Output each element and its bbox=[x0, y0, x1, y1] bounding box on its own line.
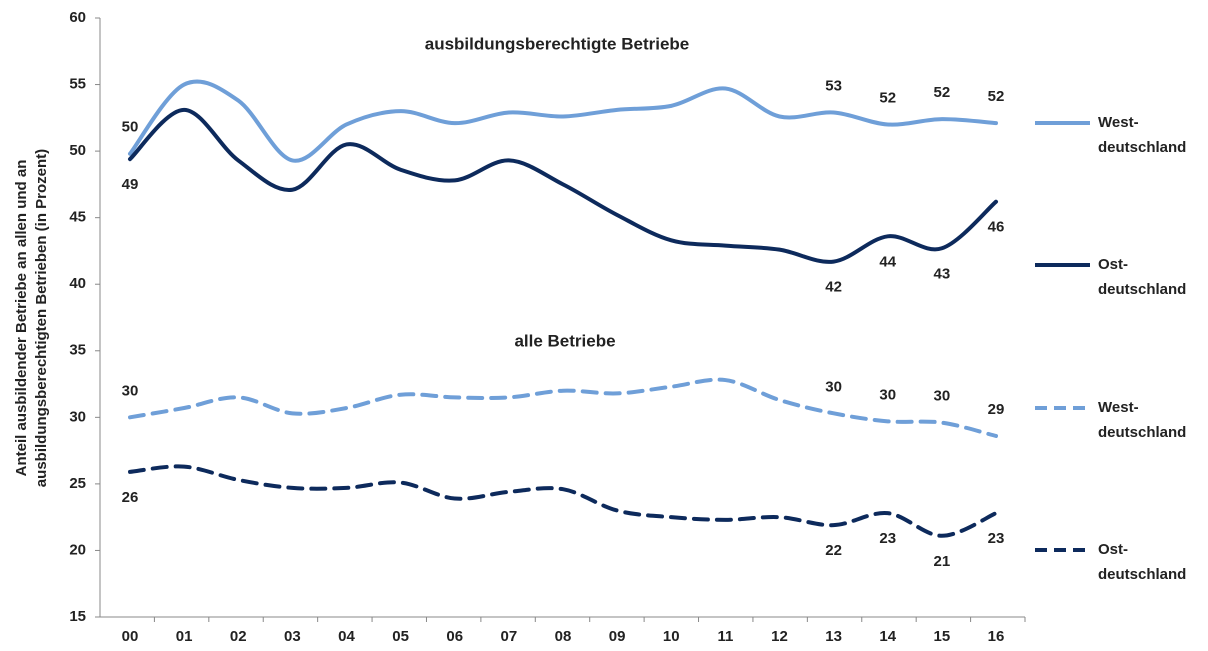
data-label: 50 bbox=[122, 119, 139, 136]
data-label: 30 bbox=[879, 386, 896, 403]
y-tick-label: 30 bbox=[69, 408, 86, 425]
y-tick-label: 55 bbox=[69, 76, 86, 93]
data-label: 52 bbox=[988, 88, 1005, 105]
data-label: 42 bbox=[825, 279, 842, 296]
line bbox=[128, 464, 998, 538]
data-label: 26 bbox=[122, 489, 139, 506]
line bbox=[128, 107, 998, 264]
x-tick-label: 14 bbox=[879, 628, 896, 645]
data-label: 22 bbox=[825, 542, 842, 559]
x-tick-label: 04 bbox=[338, 628, 355, 645]
y-tick-label: 60 bbox=[69, 9, 86, 26]
y-tick-label: 20 bbox=[69, 541, 86, 558]
line bbox=[128, 79, 998, 163]
x-tick-label: 00 bbox=[122, 628, 139, 645]
x-tick-label: 05 bbox=[392, 628, 409, 645]
data-label: 53 bbox=[825, 77, 842, 94]
x-tick-label: 08 bbox=[555, 628, 572, 645]
data-label: 49 bbox=[122, 176, 139, 193]
legend-label: West-deutschland bbox=[1098, 114, 1186, 156]
data-label: 52 bbox=[934, 84, 951, 101]
data-label: 30 bbox=[934, 388, 951, 405]
x-tick-label: 01 bbox=[176, 628, 193, 645]
y-axis-label: ausbildungsberechtigten Betrieben (in Pr… bbox=[33, 149, 50, 487]
data-label: 21 bbox=[934, 553, 951, 570]
y-tick-label: 15 bbox=[69, 608, 86, 625]
data-label: 30 bbox=[825, 378, 842, 395]
x-tick-label: 13 bbox=[825, 628, 842, 645]
y-axis-label: Anteil ausbildender Betriebe an allen un… bbox=[13, 160, 30, 477]
x-tick-label: 16 bbox=[988, 628, 1005, 645]
x-tick-label: 09 bbox=[609, 628, 626, 645]
data-label: 29 bbox=[988, 401, 1005, 418]
legend-label: West-deutschland bbox=[1098, 399, 1186, 441]
x-tick-label: 12 bbox=[771, 628, 788, 645]
data-label: 43 bbox=[934, 265, 951, 282]
x-tick-label: 06 bbox=[446, 628, 463, 645]
data-label: 30 bbox=[122, 382, 139, 399]
y-tick-label: 50 bbox=[69, 142, 86, 159]
annotation: ausbildungsberechtigte Betriebe bbox=[425, 34, 690, 53]
x-tick-label: 15 bbox=[934, 628, 951, 645]
y-tick-label: 25 bbox=[69, 475, 86, 492]
x-tick-label: 03 bbox=[284, 628, 301, 645]
x-tick-label: 11 bbox=[717, 628, 733, 645]
data-label: 52 bbox=[879, 89, 896, 106]
y-tick-label: 35 bbox=[69, 342, 86, 359]
line bbox=[128, 377, 998, 438]
annotation: alle Betriebe bbox=[514, 331, 615, 350]
legend-label: Ost-deutschland bbox=[1098, 256, 1186, 298]
x-tick-label: 02 bbox=[230, 628, 247, 645]
legend-label: Ost-deutschland bbox=[1098, 541, 1186, 583]
data-label: 46 bbox=[988, 219, 1005, 236]
data-label: 23 bbox=[879, 530, 896, 547]
y-tick-label: 40 bbox=[69, 275, 86, 292]
x-tick-label: 10 bbox=[663, 628, 680, 645]
x-tick-label: 07 bbox=[501, 628, 518, 645]
data-label: 44 bbox=[879, 253, 896, 270]
data-label: 23 bbox=[988, 530, 1005, 547]
y-tick-label: 45 bbox=[69, 209, 86, 226]
